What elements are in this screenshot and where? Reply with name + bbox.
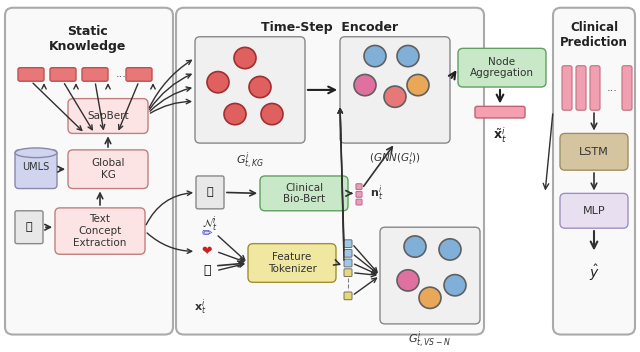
Text: $\tilde{\mathbf{x}}^i_t$: $\tilde{\mathbf{x}}^i_t$ [493,126,507,145]
Circle shape [444,275,466,296]
FancyBboxPatch shape [15,211,43,244]
Text: Static
Knowledge: Static Knowledge [49,25,127,53]
Text: 🩸: 🩸 [204,264,211,277]
FancyBboxPatch shape [344,250,352,257]
Circle shape [249,76,271,98]
Circle shape [404,236,426,257]
FancyBboxPatch shape [344,240,352,247]
Text: Global
KG: Global KG [92,158,125,180]
Text: UMLS: UMLS [22,162,50,172]
FancyBboxPatch shape [576,66,586,110]
Text: $\hat{y}$: $\hat{y}$ [589,263,599,283]
FancyBboxPatch shape [340,37,450,143]
FancyBboxPatch shape [590,66,600,110]
Circle shape [364,45,386,67]
FancyBboxPatch shape [475,106,525,118]
FancyBboxPatch shape [458,48,546,87]
FancyBboxPatch shape [344,269,352,277]
Text: Clinical
Bio-Bert: Clinical Bio-Bert [283,183,325,204]
FancyBboxPatch shape [82,68,108,81]
Text: LSTM: LSTM [579,147,609,157]
FancyBboxPatch shape [18,68,44,81]
FancyBboxPatch shape [622,66,632,110]
Text: 📄: 📄 [26,222,32,232]
Text: MLP: MLP [582,206,605,216]
FancyBboxPatch shape [356,199,362,205]
Text: Clinical
Prediction: Clinical Prediction [560,21,628,49]
Text: ...: ... [607,83,618,93]
Text: $G^i_{t,VS-N}$: $G^i_{t,VS-N}$ [408,329,452,350]
Text: 🗒: 🗒 [207,187,213,197]
Text: $\mathbf{x}^i_t$: $\mathbf{x}^i_t$ [194,298,206,318]
Text: Feature
Tokenizer: Feature Tokenizer [268,252,316,274]
FancyBboxPatch shape [50,68,76,81]
Text: ❤: ❤ [202,245,212,258]
Text: Text
Concept
Extraction: Text Concept Extraction [74,214,127,248]
FancyBboxPatch shape [195,37,305,143]
Circle shape [439,239,461,260]
Text: $(GNN(G^i_t))$: $(GNN(G^i_t))$ [369,150,421,166]
Circle shape [384,86,406,107]
Text: ...: ... [116,69,127,80]
FancyBboxPatch shape [562,66,572,110]
FancyBboxPatch shape [68,99,148,133]
FancyBboxPatch shape [248,244,336,282]
Text: ✏: ✏ [202,227,212,240]
FancyBboxPatch shape [126,68,152,81]
FancyBboxPatch shape [68,150,148,189]
FancyBboxPatch shape [380,227,480,324]
FancyBboxPatch shape [560,133,628,170]
Text: $\mathbf{n}^i_t$: $\mathbf{n}^i_t$ [370,184,383,203]
Text: $\mathcal{N}^i_t$: $\mathcal{N}^i_t$ [202,215,218,234]
Circle shape [224,103,246,125]
FancyBboxPatch shape [344,292,352,300]
Circle shape [207,71,229,93]
FancyBboxPatch shape [344,259,352,267]
FancyBboxPatch shape [356,191,362,197]
FancyBboxPatch shape [553,8,635,334]
Circle shape [234,48,256,69]
FancyBboxPatch shape [560,193,628,228]
FancyBboxPatch shape [5,8,173,334]
Circle shape [397,270,419,291]
Ellipse shape [15,148,57,158]
Circle shape [419,287,441,308]
Text: SapBert: SapBert [87,111,129,121]
Circle shape [407,75,429,96]
FancyBboxPatch shape [196,176,224,209]
FancyBboxPatch shape [176,8,484,334]
Circle shape [397,45,419,67]
Text: Time-Step  Encoder: Time-Step Encoder [261,21,399,34]
FancyBboxPatch shape [356,184,362,189]
Circle shape [354,75,376,96]
Text: $G^i_{t,KG}$: $G^i_{t,KG}$ [236,150,264,171]
FancyBboxPatch shape [260,176,348,211]
FancyBboxPatch shape [15,150,57,189]
FancyBboxPatch shape [55,208,145,254]
Circle shape [261,103,283,125]
Text: Node
Aggregation: Node Aggregation [470,57,534,78]
